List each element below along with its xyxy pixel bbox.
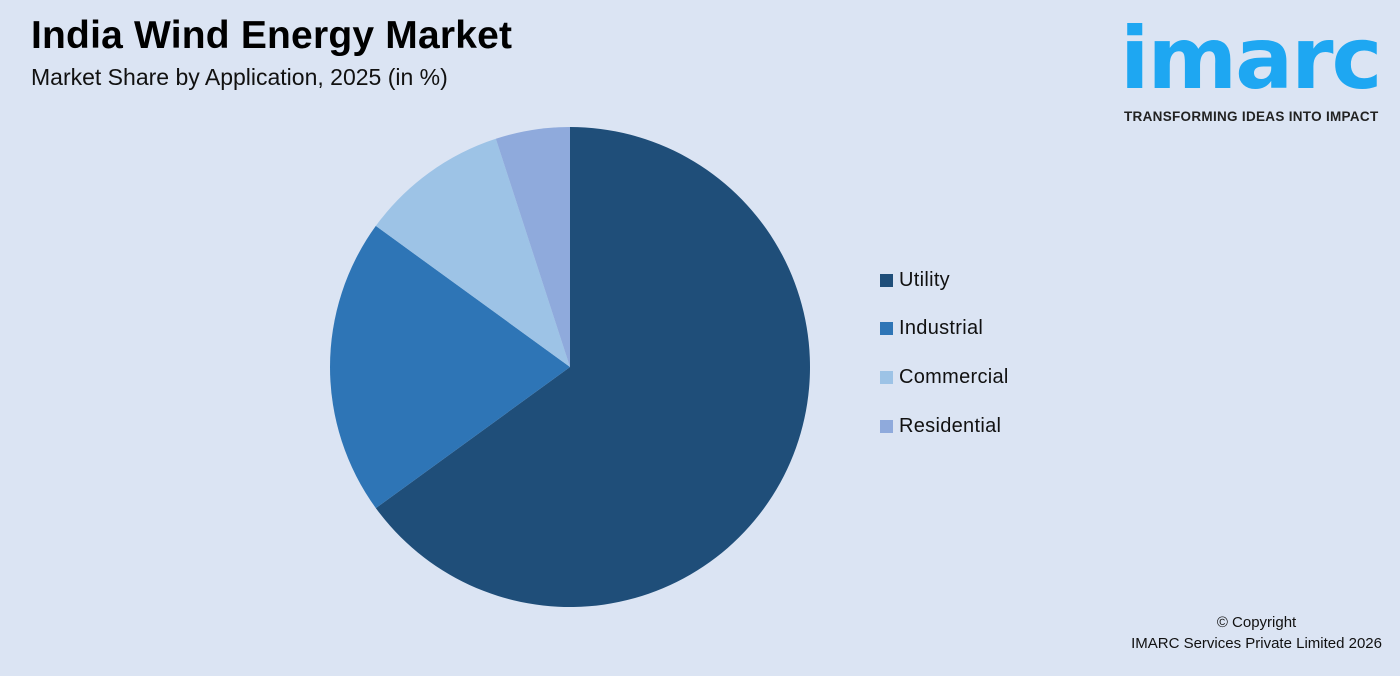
logo-wordmark: imarc xyxy=(1120,9,1383,109)
pie-chart xyxy=(330,127,810,607)
legend-swatch-icon xyxy=(880,273,893,287)
legend-swatch-icon xyxy=(880,370,893,384)
legend-label: Commercial xyxy=(899,365,1009,388)
legend-swatch-icon xyxy=(880,322,893,336)
copyright-line2: IMARC Services Private Limited 2026 xyxy=(1131,635,1382,652)
imarc-logo: imarc TRANSFORMING IDEAS INTO IMPACT xyxy=(1118,9,1398,130)
legend-item-utility[interactable]: Utility xyxy=(880,268,1009,292)
legend-label: Residential xyxy=(899,414,1002,437)
copyright: © Copyright IMARC Services Private Limit… xyxy=(1131,612,1382,654)
logo-tagline: TRANSFORMING IDEAS INTO IMPACT xyxy=(1124,109,1379,124)
pie-slice-utility[interactable] xyxy=(375,127,810,607)
pie-slice-industrial[interactable] xyxy=(330,225,570,509)
chart-subtitle: Market Share by Application, 2025 (in %) xyxy=(31,64,448,90)
chart-title: India Wind Energy Market xyxy=(31,14,513,57)
copyright-line1: © Copyright xyxy=(1216,614,1297,631)
legend-swatch-icon xyxy=(880,419,893,433)
legend-label: Utility xyxy=(899,268,950,291)
pie-slice-commercial[interactable] xyxy=(375,138,570,367)
legend-label: Industrial xyxy=(899,317,984,340)
legend: Utility Industrial Commercial Residentia… xyxy=(880,268,1009,463)
pie-slice-residential[interactable] xyxy=(495,127,570,367)
legend-item-residential[interactable]: Residential xyxy=(880,414,1009,438)
legend-item-commercial[interactable]: Commercial xyxy=(880,365,1009,389)
legend-item-industrial[interactable]: Industrial xyxy=(880,317,1009,341)
